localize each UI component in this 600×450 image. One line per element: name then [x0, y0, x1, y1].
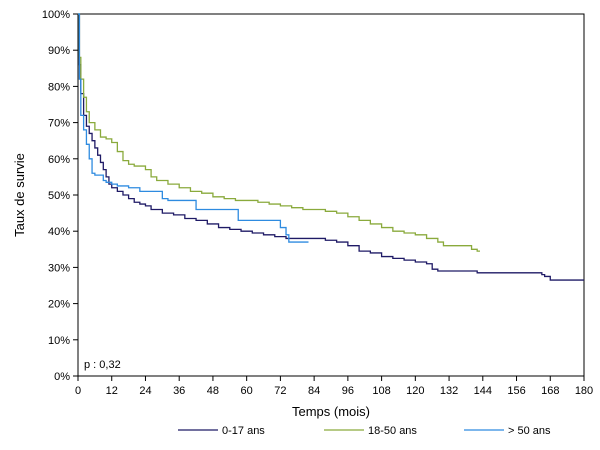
x-axis: 0 12 24 36 48 60 72 84 96 108 120 132 144 156 168 180	[75, 376, 593, 397]
x-tick-label: 96	[342, 385, 354, 397]
y-tick-label: 80%	[48, 81, 70, 93]
series-layer	[78, 13, 584, 281]
x-tick-label: 180	[575, 385, 593, 397]
x-tick-label: 156	[507, 385, 525, 397]
y-axis-label: Taux de survie	[12, 153, 27, 237]
x-tick-label: 36	[173, 385, 185, 397]
y-tick-label: 60%	[48, 154, 70, 166]
x-tick-label: 120	[406, 385, 424, 397]
x-tick-label: 144	[474, 385, 492, 397]
series-line-1	[78, 13, 584, 281]
legend-label-2: 18-50 ans	[368, 425, 417, 437]
x-tick-label: 60	[241, 385, 253, 397]
x-tick-label: 72	[274, 385, 286, 397]
series-line-2	[78, 13, 480, 252]
p-value-annotation: p : 0,32	[84, 359, 121, 371]
y-tick-label: 0%	[54, 371, 70, 383]
series-line-3	[78, 13, 309, 243]
y-tick-label: 30%	[48, 262, 70, 274]
x-tick-label: 84	[308, 385, 320, 397]
x-tick-label: 0	[75, 385, 81, 397]
y-tick-label: 50%	[48, 190, 70, 202]
y-tick-label: 40%	[48, 226, 70, 238]
legend-label-1: 0-17 ans	[222, 425, 265, 437]
y-tick-label: 20%	[48, 299, 70, 311]
x-tick-label: 24	[139, 385, 151, 397]
x-tick-label: 168	[541, 385, 559, 397]
x-tick-label: 108	[372, 385, 390, 397]
x-tick-label: 12	[106, 385, 118, 397]
legend: 0-17 ans 18-50 ans > 50 ans	[178, 425, 551, 437]
y-tick-label: 70%	[48, 118, 70, 130]
y-tick-label: 90%	[48, 45, 70, 57]
y-tick-label: 10%	[48, 335, 70, 347]
y-tick-label: 100%	[42, 9, 70, 21]
plot-area	[77, 13, 585, 377]
x-axis-label: Temps (mois)	[292, 404, 370, 419]
plot-frame	[77, 13, 585, 377]
legend-label-3: > 50 ans	[508, 425, 551, 437]
y-axis: 0% 10% 20% 30% 40% 50% 60% 70% 80% 90% 100%	[42, 9, 78, 383]
x-tick-label: 132	[440, 385, 458, 397]
x-tick-label: 48	[207, 385, 219, 397]
